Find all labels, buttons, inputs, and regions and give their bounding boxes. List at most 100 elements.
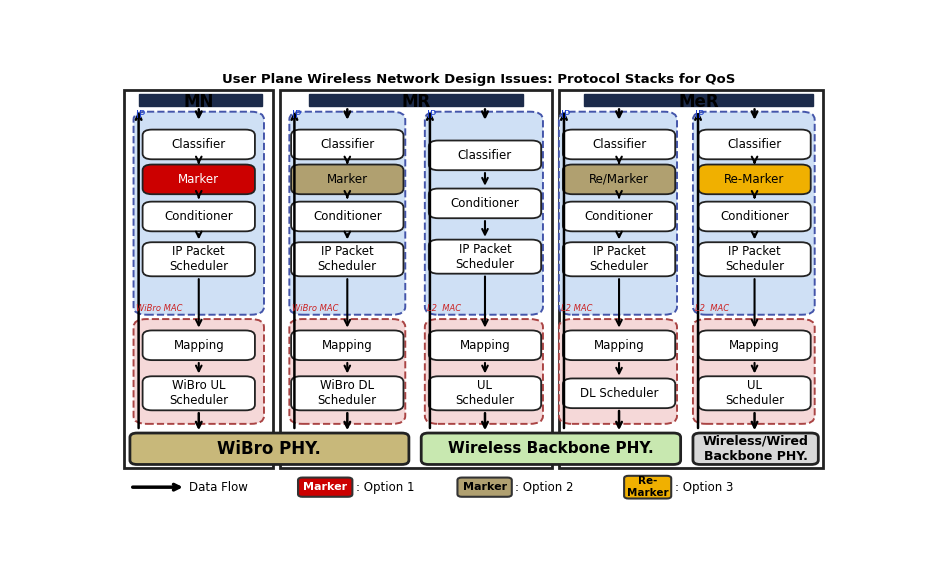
Text: IP Packet
Scheduler: IP Packet Scheduler <box>318 246 377 273</box>
FancyBboxPatch shape <box>559 112 677 315</box>
Text: L2  MAC: L2 MAC <box>427 304 461 314</box>
Text: Mapping: Mapping <box>322 338 373 352</box>
FancyBboxPatch shape <box>424 319 543 424</box>
FancyBboxPatch shape <box>693 112 814 315</box>
Text: WiBro MAC: WiBro MAC <box>292 304 338 314</box>
Text: Marker: Marker <box>463 482 507 492</box>
Text: IP: IP <box>695 111 704 120</box>
Text: MR: MR <box>401 94 431 111</box>
FancyBboxPatch shape <box>143 242 255 276</box>
Text: L2  MAC: L2 MAC <box>695 304 729 314</box>
Text: WiBro PHY.: WiBro PHY. <box>218 440 322 458</box>
Text: L2 MAC: L2 MAC <box>561 304 593 314</box>
Text: : Option 2: : Option 2 <box>515 481 574 494</box>
Text: WiBro MAC: WiBro MAC <box>136 304 182 314</box>
Text: MeR: MeR <box>679 94 719 111</box>
FancyBboxPatch shape <box>457 477 511 497</box>
FancyBboxPatch shape <box>563 378 675 408</box>
Text: Mapping: Mapping <box>594 338 644 352</box>
Text: User Plane Wireless Network Design Issues: Protocol Stacks for QoS: User Plane Wireless Network Design Issue… <box>223 73 736 86</box>
FancyBboxPatch shape <box>291 164 404 194</box>
Text: Marker: Marker <box>179 173 220 186</box>
FancyBboxPatch shape <box>584 94 813 107</box>
FancyBboxPatch shape <box>563 130 675 159</box>
FancyBboxPatch shape <box>698 164 811 194</box>
FancyBboxPatch shape <box>563 164 675 194</box>
Text: IP Packet
Scheduler: IP Packet Scheduler <box>589 246 649 273</box>
FancyBboxPatch shape <box>280 90 552 468</box>
FancyBboxPatch shape <box>698 130 811 159</box>
Text: Marker: Marker <box>326 173 367 186</box>
FancyBboxPatch shape <box>291 202 404 231</box>
FancyBboxPatch shape <box>143 376 255 411</box>
Text: IP: IP <box>292 111 301 120</box>
FancyBboxPatch shape <box>289 319 405 424</box>
Text: MN: MN <box>183 94 214 111</box>
Text: IP Packet
Scheduler: IP Packet Scheduler <box>455 243 514 270</box>
FancyBboxPatch shape <box>134 112 264 315</box>
FancyBboxPatch shape <box>625 476 671 498</box>
FancyBboxPatch shape <box>143 130 255 159</box>
Text: Conditioner: Conditioner <box>451 197 519 210</box>
Text: Conditioner: Conditioner <box>313 210 381 223</box>
FancyBboxPatch shape <box>563 242 675 276</box>
FancyBboxPatch shape <box>289 112 405 315</box>
FancyBboxPatch shape <box>698 242 811 276</box>
FancyBboxPatch shape <box>134 319 264 424</box>
Text: Re-Marker: Re-Marker <box>725 173 784 186</box>
FancyBboxPatch shape <box>143 331 255 360</box>
FancyBboxPatch shape <box>698 376 811 411</box>
FancyBboxPatch shape <box>130 433 409 464</box>
FancyBboxPatch shape <box>698 331 811 360</box>
FancyBboxPatch shape <box>291 376 404 411</box>
Text: DL Scheduler: DL Scheduler <box>580 387 658 400</box>
Text: Classifier: Classifier <box>458 149 512 162</box>
Text: Conditioner: Conditioner <box>584 210 654 223</box>
Text: Mapping: Mapping <box>173 338 224 352</box>
FancyBboxPatch shape <box>291 331 404 360</box>
Text: Wireless Backbone PHY.: Wireless Backbone PHY. <box>448 441 654 456</box>
FancyBboxPatch shape <box>291 242 404 276</box>
Text: IP: IP <box>561 111 570 120</box>
FancyBboxPatch shape <box>424 112 543 315</box>
FancyBboxPatch shape <box>138 94 262 107</box>
FancyBboxPatch shape <box>429 141 541 170</box>
Text: Classifier: Classifier <box>592 138 646 151</box>
FancyBboxPatch shape <box>693 433 818 464</box>
Text: WiBro DL
Scheduler: WiBro DL Scheduler <box>318 379 377 407</box>
Text: Re/Marker: Re/Marker <box>589 173 649 186</box>
FancyBboxPatch shape <box>291 130 404 159</box>
FancyBboxPatch shape <box>298 477 352 497</box>
FancyBboxPatch shape <box>429 189 541 218</box>
Text: : Option 3: : Option 3 <box>675 481 733 494</box>
Text: Mapping: Mapping <box>729 338 780 352</box>
FancyBboxPatch shape <box>559 319 677 424</box>
FancyBboxPatch shape <box>563 202 675 231</box>
FancyBboxPatch shape <box>143 164 255 194</box>
Text: Classifier: Classifier <box>727 138 782 151</box>
Text: Marker: Marker <box>303 482 347 492</box>
FancyBboxPatch shape <box>309 94 523 107</box>
Text: IP Packet
Scheduler: IP Packet Scheduler <box>169 246 228 273</box>
Text: IP: IP <box>136 111 145 120</box>
FancyBboxPatch shape <box>429 331 541 360</box>
Text: Mapping: Mapping <box>460 338 511 352</box>
Text: Wireless/Wired
Backbone PHY.: Wireless/Wired Backbone PHY. <box>703 435 809 463</box>
FancyBboxPatch shape <box>421 433 681 464</box>
FancyBboxPatch shape <box>429 376 541 411</box>
Text: IP Packet
Scheduler: IP Packet Scheduler <box>725 246 784 273</box>
Text: Re-
Marker: Re- Marker <box>626 476 669 498</box>
FancyBboxPatch shape <box>143 202 255 231</box>
Text: : Option 1: : Option 1 <box>356 481 414 494</box>
Text: UL
Scheduler: UL Scheduler <box>725 379 784 407</box>
FancyBboxPatch shape <box>124 90 273 468</box>
FancyBboxPatch shape <box>693 319 814 424</box>
FancyBboxPatch shape <box>563 331 675 360</box>
Text: Classifier: Classifier <box>320 138 374 151</box>
Text: Data Flow: Data Flow <box>189 481 248 494</box>
Text: IP: IP <box>427 111 437 120</box>
Text: WiBro UL
Scheduler: WiBro UL Scheduler <box>169 379 228 407</box>
FancyBboxPatch shape <box>429 240 541 274</box>
Text: Conditioner: Conditioner <box>165 210 233 223</box>
FancyBboxPatch shape <box>559 90 824 468</box>
